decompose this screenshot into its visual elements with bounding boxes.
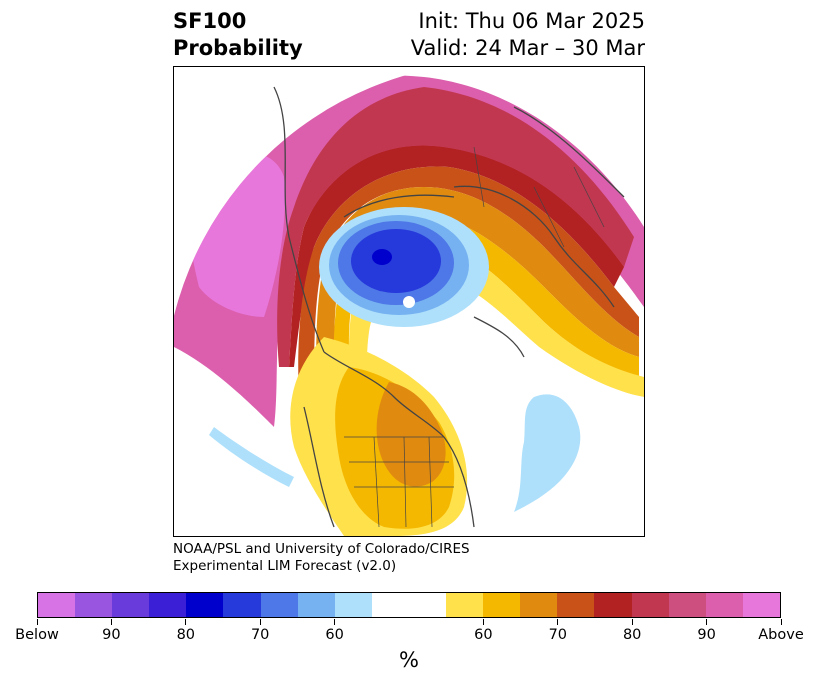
above-band-rose [277,87,634,367]
below-navy [372,249,392,265]
above-band-darkorange [298,166,639,397]
colorbar-tick-label: 80 [622,627,642,643]
colorbar [37,592,781,618]
colorbar-segment [297,593,335,617]
forecast-dates: Init: Thu 06 Mar 2025 Valid: 24 Mar – 30… [411,8,645,62]
na-orange [376,382,446,487]
credit-line-2: Experimental LIM Forecast (v2.0) [173,558,397,574]
coastlines [273,86,625,528]
probability-map-svg [174,74,644,536]
valid-period: Valid: 24 Mar – 30 Mar [410,36,645,60]
colorbar-tick-label: 70 [250,627,270,643]
above-band-orange [316,187,639,412]
colorbar-tick [259,619,261,625]
colorbar-tick [706,619,708,625]
colorbar-segment [38,593,76,617]
colorbar-segment [594,593,632,617]
colorbar-segment [223,593,261,617]
credit-text: NOAA/PSL and University of Colorado/CIRE… [173,541,470,575]
colorbar-tick-label: Below [15,627,59,643]
colorbar-tick-label: 90 [102,627,121,643]
pacific-below [209,427,294,487]
title-variable: SF100 [173,9,247,33]
colorbar-tick [334,619,336,625]
borders [344,146,605,528]
colorbar-segment [260,593,298,617]
colorbar-segment [705,593,743,617]
colorbar-segment [371,593,447,617]
colorbar-tick-label: 80 [176,627,196,643]
polar-map [173,66,645,537]
atlantic-below [514,394,581,512]
colorbar-tick-label: 70 [548,627,568,643]
colorbar-segment [483,593,521,617]
colorbar-tick-label: 60 [474,627,493,643]
colorbar-tick [36,619,38,625]
probability-shading [174,74,644,536]
colorbar-tick [557,619,559,625]
colorbar-tick [110,619,112,625]
chart-title: SF100 Probability [173,8,303,62]
colorbar-segment [520,593,558,617]
colorbar-segment [668,593,706,617]
colorbar-tick [185,619,187,625]
colorbar-segment [334,593,372,617]
credit-line-1: NOAA/PSL and University of Colorado/CIRE… [173,541,470,557]
pole-hole [403,296,415,308]
colorbar-segment [112,593,150,617]
colorbar-segment [186,593,224,617]
colorbar-segment [742,593,780,617]
init-date: Init: Thu 06 Mar 2025 [418,9,645,33]
colorbar-segment [557,593,595,617]
colorbar-tick [780,619,782,625]
colorbar-segment [631,593,669,617]
colorbar-tick-label: Above [758,627,804,643]
colorbar-segment [149,593,187,617]
title-probability: Probability [173,36,303,60]
colorbar-unit: % [399,648,419,672]
below-royal [351,229,441,293]
colorbar-segment [446,593,484,617]
above-band-red [289,145,624,367]
colorbar-tick [482,619,484,625]
colorbar-tick-label: 60 [325,627,344,643]
colorbar-tick-label: 90 [697,627,716,643]
colorbar-segment [75,593,113,617]
colorbar-tick [631,619,633,625]
